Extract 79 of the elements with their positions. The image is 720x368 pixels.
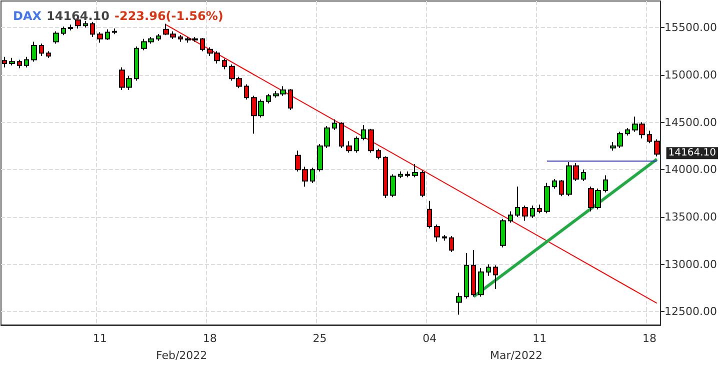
candlestick	[97, 32, 103, 44]
candlestick	[559, 180, 564, 197]
candlestick	[427, 200, 432, 229]
candlestick	[24, 56, 29, 68]
candlestick	[156, 34, 161, 42]
candlestick	[39, 43, 44, 56]
candlestick	[647, 130, 652, 144]
candlestick	[17, 59, 22, 69]
y-tick-label: 15000.00	[664, 68, 718, 82]
candlestick	[68, 24, 73, 31]
candlestick	[361, 124, 366, 141]
candlestick	[288, 88, 293, 110]
candlestick	[178, 34, 183, 42]
candlestick	[53, 30, 59, 44]
candlestick	[354, 136, 359, 154]
y-tick-label: 14000.00	[664, 163, 718, 176]
candlestick	[332, 118, 337, 130]
candlestick	[383, 156, 388, 199]
candlestick	[61, 26, 66, 36]
x-tick-label: 25	[312, 332, 327, 345]
text: Mar/2022	[490, 349, 542, 362]
y-tick-label: 12500.00	[664, 305, 718, 318]
candlestick	[310, 167, 315, 184]
candlestick	[266, 93, 271, 104]
candlestick	[339, 122, 344, 148]
candlestick	[581, 169, 586, 182]
candlestick	[434, 224, 440, 242]
candlestick	[449, 235, 454, 253]
candlestick	[83, 20, 88, 28]
candlestick	[552, 178, 557, 190]
candlestick	[368, 128, 374, 154]
candlestick	[464, 252, 469, 299]
x-tick-label: 18	[642, 332, 657, 345]
candlestick	[200, 37, 205, 52]
candlestick	[112, 28, 117, 35]
candlestick	[508, 210, 513, 224]
x-tick-label: 11	[92, 332, 107, 345]
candlestick	[2, 56, 7, 68]
x-tick-label: 11	[532, 332, 547, 345]
candlestick	[442, 234, 447, 242]
candlestick	[625, 127, 630, 136]
candlestick	[420, 170, 425, 198]
x-tick-label: 04	[422, 332, 437, 345]
y-tick-label: 13500.00	[664, 210, 718, 224]
y-tick-label: 14500.00	[664, 116, 718, 129]
candlestick	[603, 174, 608, 193]
text: 14164.10	[668, 148, 716, 159]
candlestick	[530, 205, 535, 218]
text: 14164.10 -223.96(-1.56%)	[46, 9, 224, 23]
candlestick	[493, 264, 498, 290]
candlestick	[654, 138, 660, 157]
x-tick-label: 18	[202, 332, 217, 345]
candlestick	[390, 174, 396, 198]
y-tick-label: 15500.00	[664, 21, 718, 34]
y-tick-label: 13000.00	[664, 258, 718, 271]
candlestick	[398, 171, 403, 179]
candlestick	[9, 57, 15, 66]
candlestick	[456, 292, 462, 316]
candlestick	[405, 171, 410, 178]
candlestick	[31, 41, 37, 62]
candlestick	[244, 84, 249, 100]
candlestick	[486, 264, 491, 276]
candlestick	[515, 186, 520, 218]
candlestick	[544, 182, 550, 214]
candlestick	[478, 268, 484, 298]
candlestick	[134, 46, 139, 82]
candlestick	[376, 148, 381, 160]
text: DAX	[13, 9, 42, 23]
candlestick	[105, 28, 110, 40]
candlestick	[412, 163, 418, 178]
candlestick	[46, 50, 51, 58]
candlestick	[537, 204, 542, 214]
candlestick	[522, 205, 528, 222]
candlestick	[500, 218, 506, 248]
candlestick	[346, 140, 352, 154]
candlestick	[222, 58, 227, 70]
candlestick	[90, 21, 95, 38]
text: Feb/2022	[156, 349, 208, 362]
candlestick	[471, 250, 476, 298]
